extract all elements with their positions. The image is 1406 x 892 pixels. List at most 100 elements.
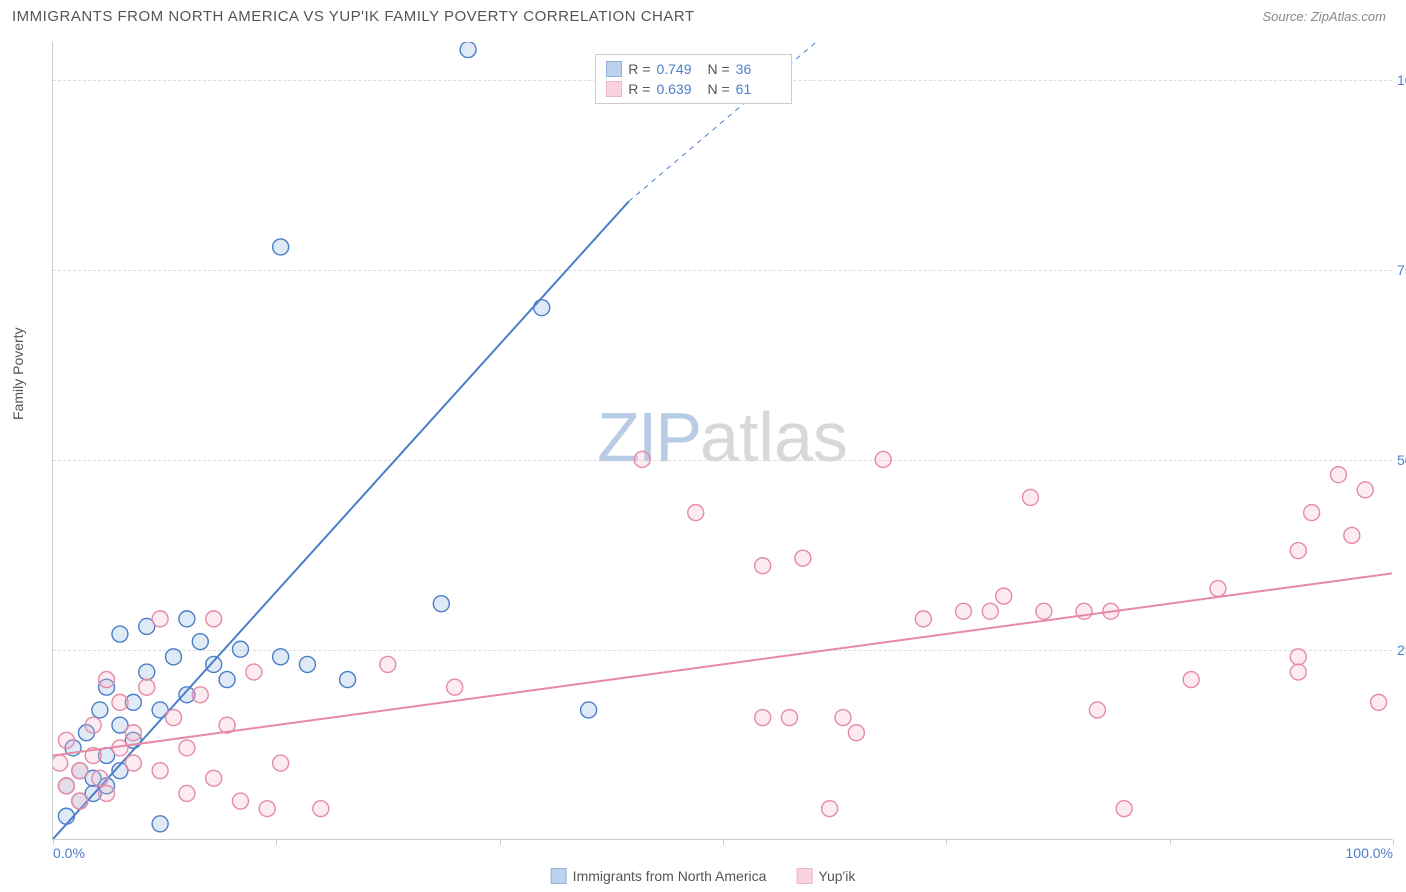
scatter-point-pink [1036, 603, 1052, 619]
scatter-point-pink [1089, 702, 1105, 718]
n-label: N = [707, 81, 729, 97]
scatter-point-pink [781, 710, 797, 726]
legend-swatch [796, 868, 812, 884]
x-tick-mark [500, 839, 501, 845]
chart-source: Source: ZipAtlas.com [1262, 9, 1386, 24]
scatter-point-pink [982, 603, 998, 619]
scatter-point-pink [53, 755, 68, 771]
scatter-point-pink [179, 785, 195, 801]
scatter-point-blue [299, 656, 315, 672]
rn-legend: R =0.749N =36R =0.639N =61 [595, 54, 791, 104]
scatter-point-pink [956, 603, 972, 619]
scatter-point-blue [58, 808, 74, 824]
y-tick-label: 50.0% [1397, 452, 1406, 468]
scatter-point-pink [112, 694, 128, 710]
scatter-point-pink [1344, 527, 1360, 543]
scatter-point-pink [232, 793, 248, 809]
scatter-point-blue [534, 300, 550, 316]
y-tick-label: 75.0% [1397, 262, 1406, 278]
scatter-point-pink [795, 550, 811, 566]
scatter-point-pink [996, 588, 1012, 604]
scatter-point-pink [246, 664, 262, 680]
scatter-point-blue [219, 672, 235, 688]
scatter-point-pink [72, 793, 88, 809]
chart-header: IMMIGRANTS FROM NORTH AMERICA VS YUP'IK … [0, 0, 1406, 29]
n-value: 36 [736, 61, 781, 77]
scatter-point-blue [139, 664, 155, 680]
scatter-point-blue [232, 641, 248, 657]
scatter-point-pink [1183, 672, 1199, 688]
legend-label: Yup'ik [818, 868, 855, 884]
x-tick-mark [723, 839, 724, 845]
scatter-point-pink [634, 451, 650, 467]
scatter-svg [53, 42, 1392, 839]
scatter-point-pink [58, 732, 74, 748]
r-label: R = [628, 61, 650, 77]
scatter-point-pink [259, 801, 275, 817]
scatter-point-pink [1304, 505, 1320, 521]
scatter-point-pink [848, 725, 864, 741]
x-tick-label: 0.0% [53, 845, 85, 861]
legend-swatch [551, 868, 567, 884]
scatter-point-pink [72, 763, 88, 779]
scatter-point-pink [273, 755, 289, 771]
r-value: 0.639 [656, 81, 701, 97]
x-tick-mark [1393, 839, 1394, 845]
scatter-point-pink [58, 778, 74, 794]
scatter-point-pink [875, 451, 891, 467]
scatter-point-pink [822, 801, 838, 817]
scatter-point-blue [192, 634, 208, 650]
scatter-point-pink [1210, 581, 1226, 597]
scatter-point-pink [688, 505, 704, 521]
legend-swatch [606, 81, 622, 97]
scatter-point-blue [581, 702, 597, 718]
bottom-legend: Immigrants from North America Yup'ik [551, 868, 856, 884]
scatter-point-pink [152, 611, 168, 627]
legend-swatch [606, 61, 622, 77]
x-tick-label: 100.0% [1346, 845, 1393, 861]
y-axis-label: Family Poverty [10, 327, 26, 420]
rn-legend-row: R = 0.639 N = 61 [606, 79, 780, 99]
scatter-point-pink [192, 687, 208, 703]
scatter-point-pink [206, 770, 222, 786]
scatter-point-blue [273, 239, 289, 255]
scatter-point-blue [179, 611, 195, 627]
legend-label: Immigrants from North America [573, 868, 767, 884]
scatter-point-pink [313, 801, 329, 817]
x-tick-mark [276, 839, 277, 845]
legend-item: Yup'ik [796, 868, 855, 884]
scatter-point-pink [380, 656, 396, 672]
scatter-point-pink [166, 710, 182, 726]
n-value: 61 [736, 81, 781, 97]
scatter-point-pink [1290, 649, 1306, 665]
scatter-point-blue [340, 672, 356, 688]
x-tick-mark [1170, 839, 1171, 845]
scatter-point-pink [1290, 664, 1306, 680]
scatter-point-pink [139, 679, 155, 695]
scatter-point-pink [1371, 694, 1387, 710]
scatter-point-blue [152, 816, 168, 832]
source-label: Source: [1262, 9, 1310, 24]
scatter-point-blue [166, 649, 182, 665]
y-tick-label: 100.0% [1397, 72, 1406, 88]
scatter-point-blue [112, 626, 128, 642]
scatter-point-pink [915, 611, 931, 627]
scatter-point-pink [85, 717, 101, 733]
source-value: ZipAtlas.com [1311, 9, 1386, 24]
x-tick-mark [946, 839, 947, 845]
legend-item: Immigrants from North America [551, 868, 767, 884]
scatter-point-pink [1022, 489, 1038, 505]
scatter-point-pink [99, 785, 115, 801]
scatter-point-pink [125, 725, 141, 741]
scatter-point-pink [1357, 482, 1373, 498]
scatter-point-pink [92, 770, 108, 786]
scatter-point-pink [99, 672, 115, 688]
chart-title: IMMIGRANTS FROM NORTH AMERICA VS YUP'IK … [12, 8, 695, 25]
scatter-point-blue [460, 42, 476, 58]
scatter-point-pink [1116, 801, 1132, 817]
chart-plot-area: ZIPatlas 25.0%50.0%75.0%100.0%0.0%100.0%… [52, 42, 1392, 840]
scatter-point-pink [206, 611, 222, 627]
rn-legend-row: R =0.749N =36 [606, 59, 780, 79]
r-label: R = [628, 81, 650, 97]
scatter-point-blue [92, 702, 108, 718]
